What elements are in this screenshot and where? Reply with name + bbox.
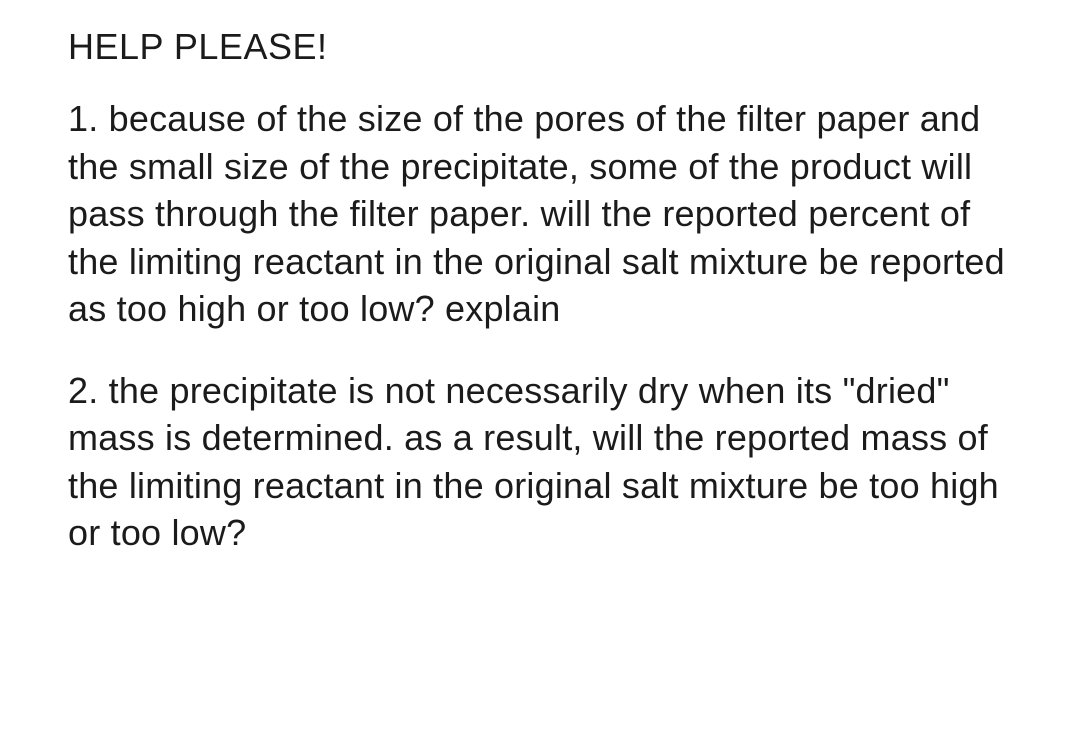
question-2: 2. the precipitate is not necessarily dr… [68, 367, 1012, 557]
page-heading: HELP PLEASE! [68, 24, 1012, 69]
document-page: HELP PLEASE! 1. because of the size of t… [0, 0, 1080, 734]
question-1: 1. because of the size of the pores of t… [68, 95, 1012, 333]
